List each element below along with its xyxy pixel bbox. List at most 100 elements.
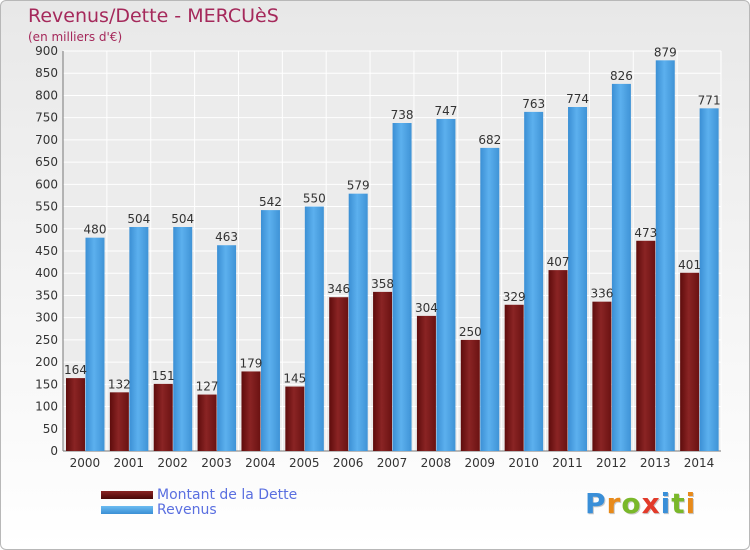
y-tick-label: 250 [35, 333, 58, 347]
x-tick-label: 2006 [333, 456, 364, 470]
bar-debt [241, 371, 261, 451]
logo-letter: P [585, 487, 607, 520]
y-tick-label: 200 [35, 355, 58, 369]
bar-debt [680, 272, 700, 451]
bar-debt [460, 339, 480, 451]
y-tick-label: 350 [35, 288, 58, 302]
y-tick-label: 100 [35, 400, 58, 414]
chart-title: Revenus/Dette - MERCUèS [28, 5, 279, 27]
value-label-debt: 346 [327, 282, 350, 296]
y-tick-label: 600 [35, 177, 58, 191]
legend-swatch-debt [101, 490, 153, 499]
x-tick-label: 2012 [596, 456, 627, 470]
value-label-debt: 401 [678, 258, 701, 272]
value-label-revenue: 480 [84, 223, 107, 237]
y-tick-label: 450 [35, 244, 58, 258]
bar-debt [285, 386, 305, 451]
bar-revenue [348, 193, 368, 451]
value-label-debt: 132 [108, 377, 131, 391]
value-label-revenue: 763 [522, 97, 545, 111]
logo-letter: r [606, 487, 622, 520]
bar-debt [548, 270, 568, 451]
x-tick-label: 2009 [464, 456, 495, 470]
value-label-debt: 358 [371, 277, 394, 291]
value-label-revenue: 771 [698, 93, 721, 107]
bar-revenue [129, 227, 149, 451]
bar-debt [416, 315, 436, 451]
y-tick-label: 900 [35, 44, 58, 58]
legend-label-revenue: Revenus [157, 501, 217, 518]
logo-letter: o [621, 487, 642, 520]
x-tick-label: 2011 [552, 456, 583, 470]
value-label-revenue: 682 [478, 133, 501, 147]
y-tick-label: 750 [35, 111, 58, 125]
bar-debt [153, 383, 173, 451]
value-label-revenue: 504 [171, 212, 194, 226]
bar-revenue [217, 245, 237, 451]
logo-letter: x [641, 487, 661, 520]
logo-letter: i [660, 487, 672, 520]
y-tick-label: 700 [35, 133, 58, 147]
value-label-debt: 145 [283, 372, 306, 386]
x-tick-label: 2014 [684, 456, 715, 470]
bar-revenue [392, 123, 412, 451]
logo-letter: i [685, 487, 697, 520]
bar-debt [66, 378, 85, 451]
x-tick-label: 2001 [114, 456, 145, 470]
bar-debt [636, 240, 656, 451]
value-label-revenue: 747 [434, 104, 457, 118]
x-tick-label: 2004 [245, 456, 276, 470]
value-label-revenue: 738 [391, 108, 414, 122]
bar-revenue [260, 210, 280, 451]
bar-revenue [436, 119, 456, 451]
bar-revenue [173, 227, 193, 451]
legend-item-revenue: Revenus [101, 501, 297, 518]
value-label-debt: 151 [152, 369, 175, 383]
value-label-revenue: 542 [259, 195, 282, 209]
value-label-debt: 407 [547, 255, 570, 269]
bar-revenue [85, 237, 105, 451]
bar-revenue [611, 83, 631, 451]
value-label-revenue: 579 [347, 179, 370, 193]
value-label-debt: 127 [196, 380, 219, 394]
chart-subtitle: (en milliers d'€) [28, 30, 123, 44]
y-tick-label: 0 [50, 444, 58, 458]
x-tick-label: 2005 [289, 456, 320, 470]
x-tick-label: 2008 [421, 456, 452, 470]
value-label-revenue: 774 [566, 92, 589, 106]
legend: Montant de la Dette Revenus [101, 487, 297, 518]
value-label-debt: 329 [503, 290, 526, 304]
bar-revenue [655, 60, 675, 451]
x-tick-label: 2000 [70, 456, 101, 470]
y-tick-label: 850 [35, 66, 58, 80]
value-label-debt: 164 [64, 363, 87, 377]
value-label-revenue: 826 [610, 69, 633, 83]
y-tick-label: 550 [35, 200, 58, 214]
y-tick-label: 650 [35, 155, 58, 169]
bar-debt [329, 297, 349, 451]
x-tick-label: 2013 [640, 456, 671, 470]
bar-revenue [480, 147, 500, 451]
legend-item-debt: Montant de la Dette [101, 487, 297, 503]
bar-debt [592, 301, 612, 451]
value-label-debt: 250 [459, 325, 482, 339]
x-tick-label: 2003 [201, 456, 232, 470]
y-tick-label: 300 [35, 311, 58, 325]
bar-debt [197, 394, 217, 451]
x-tick-label: 2002 [157, 456, 188, 470]
y-tick-label: 500 [35, 222, 58, 236]
y-tick-label: 400 [35, 266, 58, 280]
logo-letter: t [671, 487, 686, 520]
value-label-debt: 179 [240, 356, 263, 370]
value-label-revenue: 550 [303, 192, 326, 206]
bar-revenue [699, 108, 719, 451]
value-label-revenue: 879 [654, 45, 677, 59]
proxiti-logo: Proxiti [585, 487, 696, 520]
bar-revenue [524, 111, 544, 451]
value-label-revenue: 504 [127, 212, 150, 226]
x-tick-label: 2007 [377, 456, 408, 470]
legend-swatch-revenue [101, 505, 153, 514]
y-tick-label: 150 [35, 377, 58, 391]
